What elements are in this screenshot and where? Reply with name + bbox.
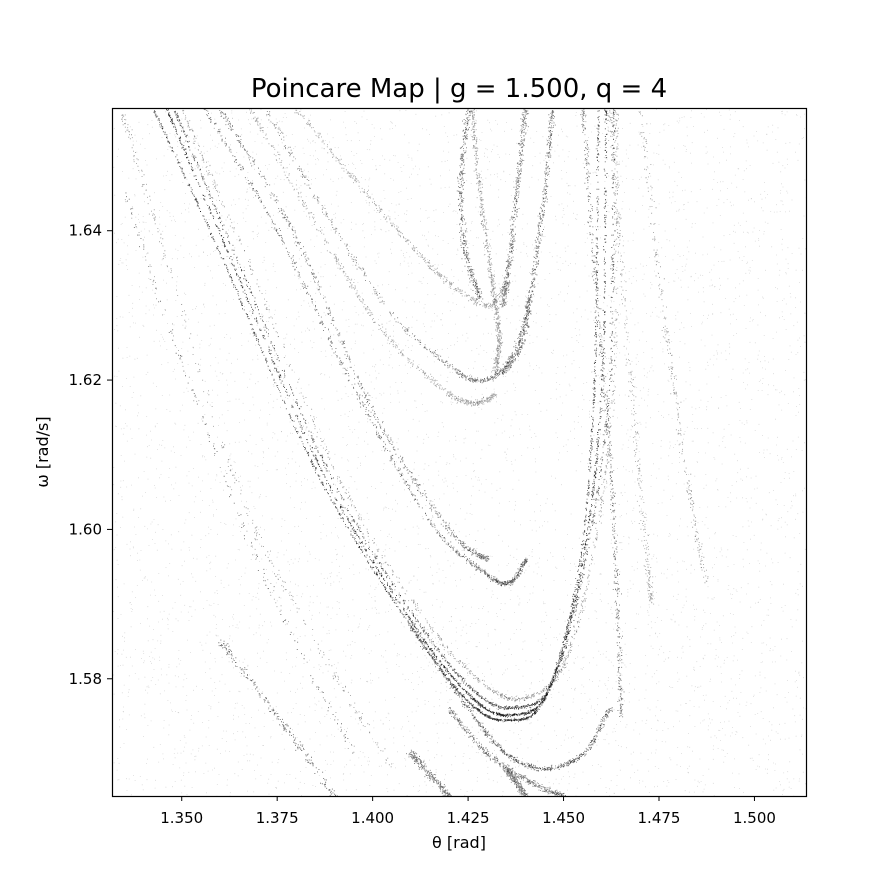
scatter-point-cluster	[449, 708, 566, 797]
scatter-point-cluster	[500, 110, 556, 375]
scatter-point-cluster	[121, 111, 709, 768]
y-tick-label: 1.62	[69, 371, 102, 389]
scatter-point-cluster	[182, 110, 620, 702]
scatter-point-cluster	[166, 109, 616, 717]
x-tick-label: 1.475	[638, 809, 681, 827]
scatter-points	[113, 109, 807, 797]
scatter-point-cluster	[406, 749, 527, 797]
scatter-point-cluster	[457, 109, 529, 308]
scatter-point-cluster	[469, 109, 552, 375]
x-tick-label: 1.500	[733, 809, 776, 827]
plot-frame	[111, 107, 808, 798]
scatter-point-cluster	[256, 109, 510, 407]
y-tick-label: 1.60	[69, 520, 102, 538]
x-axis-label: θ [rad]	[432, 833, 486, 852]
y-axis: 1.58 1.60 1.62 1.64	[69, 222, 112, 688]
x-tick-label: 1.450	[542, 809, 585, 827]
scatter-point-cluster	[456, 109, 625, 718]
scatter-point-cluster	[219, 110, 533, 562]
scatter-point-cluster	[153, 109, 608, 722]
chart-title: Poincare Map | g = 1.500, q = 4	[251, 74, 667, 104]
scatter-point-cluster	[154, 110, 600, 723]
x-tick-label: 1.350	[160, 809, 203, 827]
x-axis: 1.350 1.375 1.400 1.425 1.450 1.475 1.500	[160, 796, 776, 827]
scatter-point-cluster	[249, 109, 532, 406]
scatter-point-cluster	[166, 109, 608, 718]
scatter-point-noise	[115, 109, 807, 797]
y-tick-label: 1.64	[69, 222, 102, 240]
scatter-point-cluster	[174, 110, 616, 710]
scatter-point-cluster	[154, 110, 600, 722]
scatter-point-cluster	[173, 109, 620, 711]
x-tick-label: 1.375	[256, 809, 299, 827]
y-axis-label: ω [rad/s]	[33, 416, 52, 487]
x-tick-label: 1.400	[351, 809, 394, 827]
y-tick-label: 1.58	[69, 670, 102, 688]
x-tick-label: 1.425	[447, 809, 490, 827]
